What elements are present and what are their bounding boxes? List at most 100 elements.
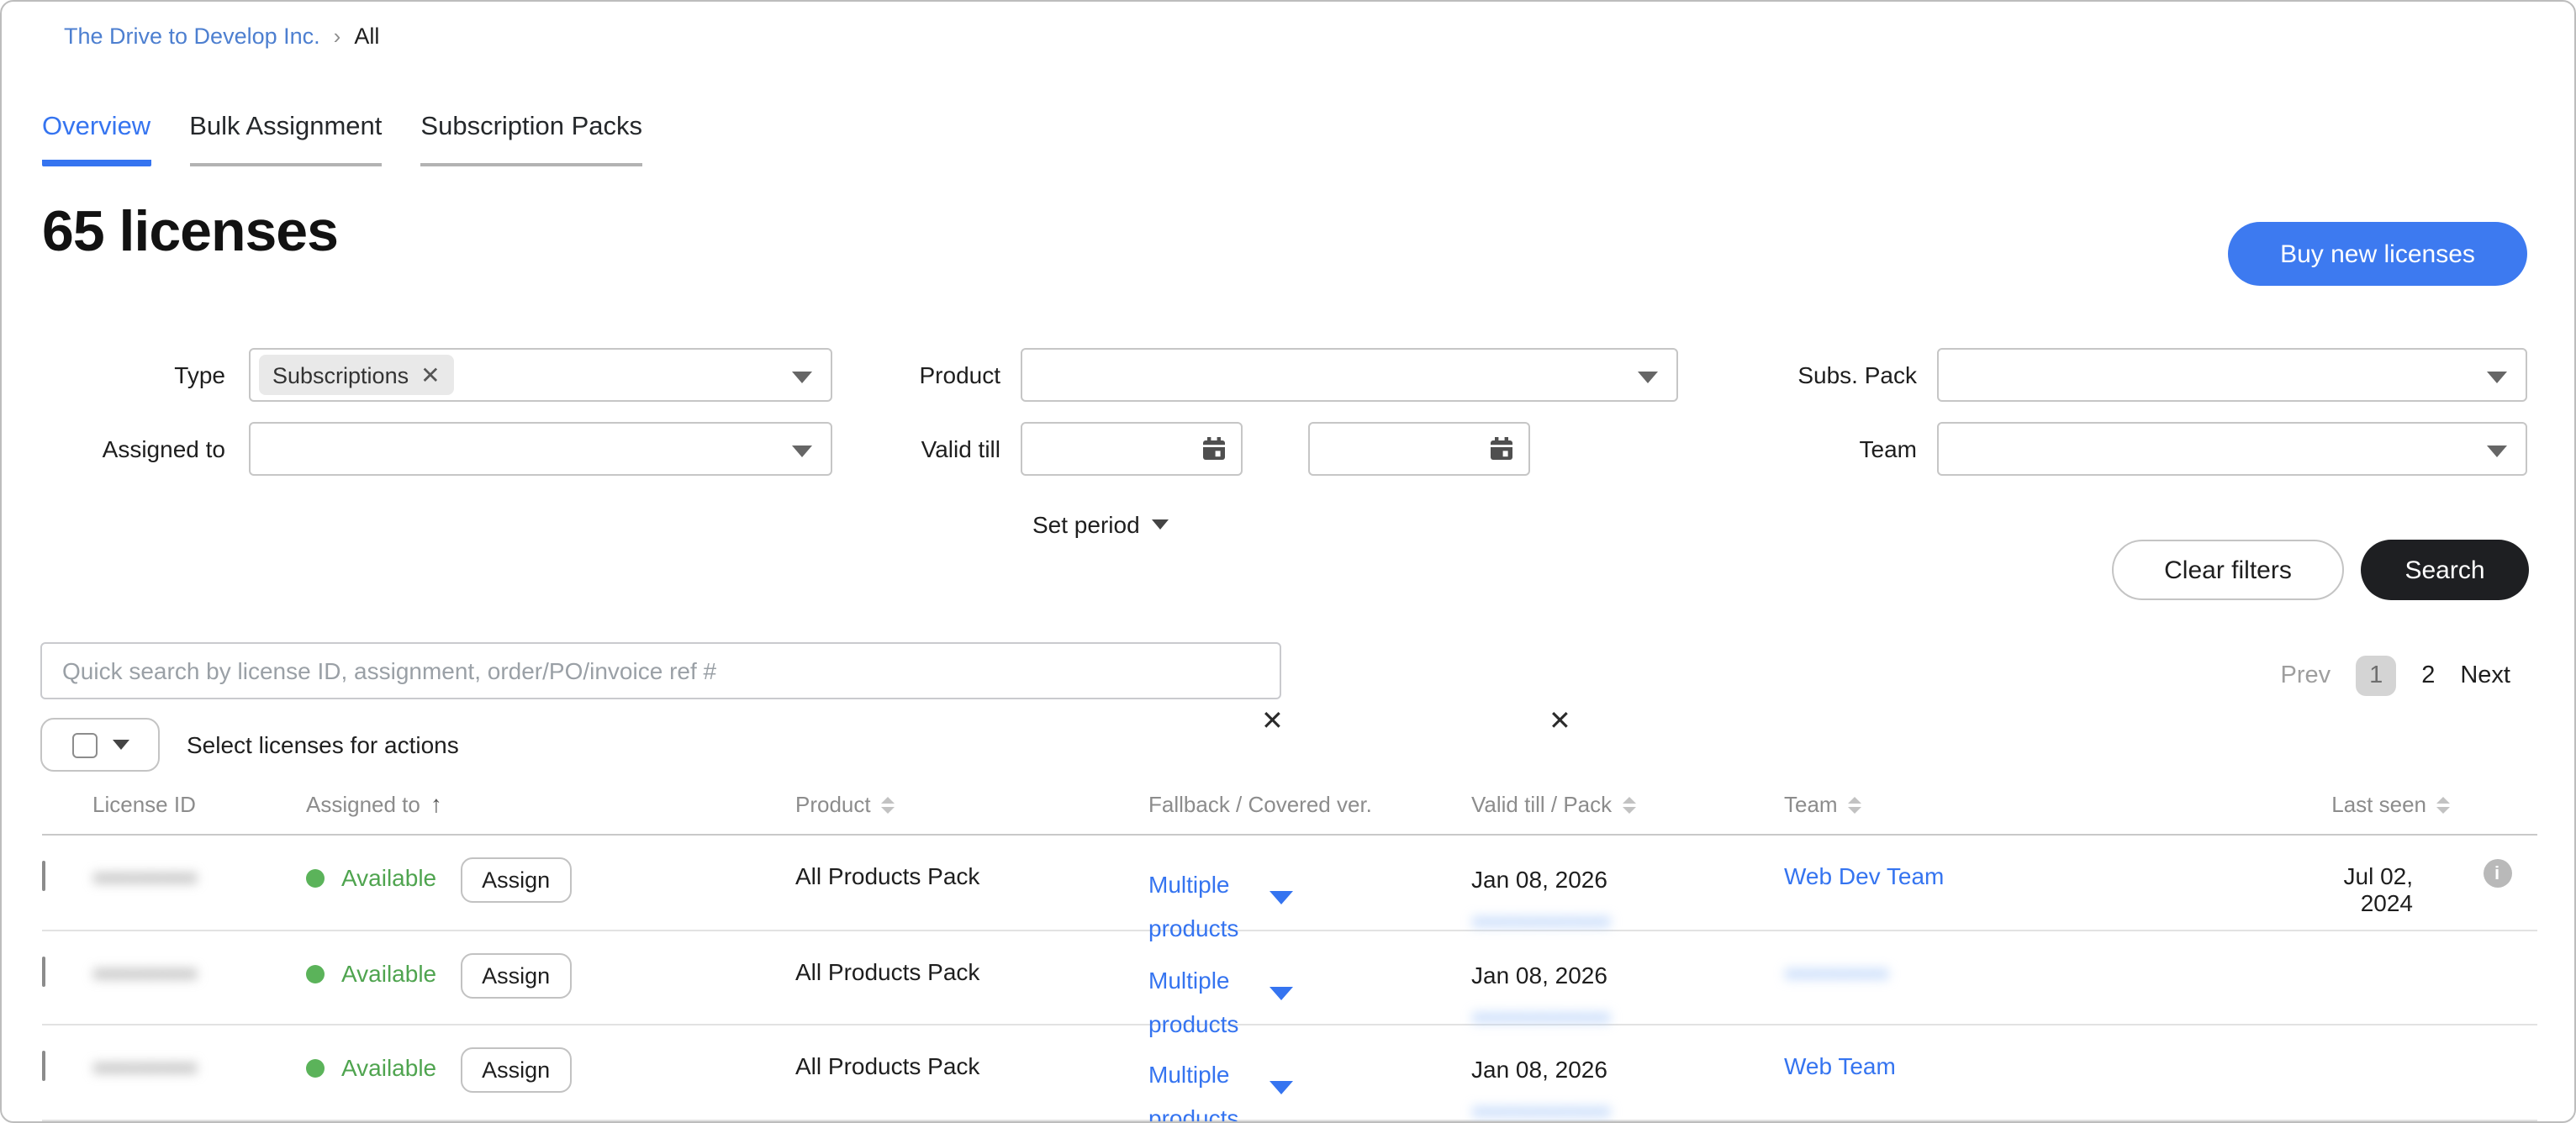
search-button[interactable]: Search (2361, 540, 2529, 600)
product-filter-select[interactable] (1021, 348, 1678, 402)
pagination-prev[interactable]: Prev (2280, 662, 2331, 689)
chevron-down-icon[interactable] (1270, 891, 1293, 904)
chevron-down-icon (2487, 446, 2507, 457)
chevron-down-icon (1638, 372, 1658, 383)
assign-button[interactable]: Assign (460, 952, 573, 998)
pack-link-redacted[interactable]: ●●●●●●●●●●●● (1471, 908, 1611, 933)
chevron-down-icon[interactable] (1270, 986, 1293, 999)
multiple-products-link[interactable]: Multiple products (1148, 966, 1239, 1036)
assign-button[interactable]: Assign (460, 857, 573, 903)
row-checkbox[interactable] (42, 861, 45, 891)
chip-remove-icon[interactable]: ✕ (420, 361, 441, 388)
sort-icon[interactable] (1622, 797, 1636, 814)
calendar-icon[interactable] (1201, 435, 1227, 462)
valid-till-to-input[interactable] (1308, 422, 1530, 476)
header-product[interactable]: Product (795, 792, 1148, 834)
valid-till-date: Jan 08, 2026 (1471, 961, 1607, 988)
breadcrumb-org-link[interactable]: The Drive to Develop Inc. (64, 24, 320, 49)
valid-till-date: Jan 08, 2026 (1471, 866, 1607, 893)
valid-till-filter-label: Valid till (921, 435, 1000, 462)
license-id-redacted: ●●●●●●●●● (92, 864, 198, 889)
type-filter-label: Type (174, 361, 225, 388)
team-filter-select[interactable] (1937, 422, 2527, 476)
chevron-down-icon (1151, 519, 1169, 530)
header-valid-till-pack[interactable]: Valid till / Pack (1471, 792, 1784, 834)
table-row: ●●●●●●●●● Available Assign All Products … (42, 931, 2537, 1036)
product-name: All Products Pack (795, 1052, 980, 1079)
last-seen-date (2295, 1025, 2457, 1121)
product-name: All Products Pack (795, 957, 980, 984)
breadcrumb: The Drive to Develop Inc. › All (64, 24, 379, 49)
breadcrumb-separator-icon: › (333, 24, 341, 49)
tab-bulk-assignment[interactable]: Bulk Assignment (189, 113, 383, 166)
pagination-page-2[interactable]: 2 (2421, 662, 2436, 689)
quick-search-input[interactable] (40, 642, 1281, 699)
license-id-redacted: ●●●●●●●●● (92, 1054, 198, 1079)
table-row: ●●●●●●●●● Available Assign All Products … (42, 836, 2537, 941)
header-assigned-to[interactable]: Assigned to ↑ (306, 790, 442, 817)
row-checkbox[interactable] (42, 956, 45, 986)
type-chip-label: Subscriptions (272, 362, 409, 388)
pack-link-redacted[interactable]: ●●●●●●●●●●●● (1471, 1098, 1611, 1123)
product-filter-label: Product (919, 361, 1001, 388)
bulk-select-hint: Select licenses for actions (187, 731, 459, 758)
pack-link-redacted[interactable]: ●●●●●●●●●●●● (1471, 1003, 1611, 1028)
team-filter-label: Team (1859, 435, 1917, 462)
header-last-seen[interactable]: Last seen (2295, 792, 2457, 834)
assigned-to-filter-label: Assigned to (102, 435, 225, 462)
sort-icon[interactable] (1847, 797, 1861, 814)
header-license-id: License ID (92, 792, 196, 817)
breadcrumb-current: All (354, 24, 380, 49)
sort-icon[interactable] (880, 797, 895, 814)
table-header: License ID Assigned to ↑ Product Fallbac… (42, 792, 2537, 836)
chevron-down-icon (2487, 372, 2507, 383)
filters-panel: Type Subscriptions ✕ Assigned to Product… (2, 348, 2574, 736)
row-checkbox[interactable] (42, 1051, 45, 1081)
tab-subscription-packs[interactable]: Subscription Packs (420, 113, 643, 166)
team-link[interactable]: Web Dev Team (1784, 862, 1945, 889)
calendar-icon[interactable] (1488, 435, 1515, 462)
bulk-select-dropdown[interactable] (40, 718, 160, 772)
status-label: Available (341, 1054, 437, 1081)
valid-till-from-input[interactable] (1021, 422, 1243, 476)
sort-ascending-icon[interactable]: ↑ (430, 790, 442, 817)
status-available-dot (306, 1059, 325, 1078)
type-chip: Subscriptions ✕ (259, 355, 454, 395)
chevron-down-icon (792, 446, 812, 457)
status-available-dot (306, 869, 325, 888)
header-fallback: Fallback / Covered ver. (1148, 792, 1372, 817)
tab-overview[interactable]: Overview (42, 113, 151, 166)
chevron-down-icon (112, 740, 129, 750)
last-seen-date: Jul 02, 2024 (2343, 862, 2414, 916)
header-checkbox-col (42, 792, 92, 834)
buy-new-licenses-button[interactable]: Buy new licenses (2228, 222, 2527, 286)
team-link[interactable]: Web Team (1784, 1052, 1896, 1079)
subs-pack-filter-label: Subs. Pack (1797, 361, 1917, 388)
table-row: ●●●●●●●●● Available Assign All Products … (42, 1025, 2537, 1123)
assigned-to-filter-select[interactable] (249, 422, 832, 476)
multiple-products-link[interactable]: Multiple products (1148, 1061, 1239, 1123)
status-label: Available (341, 864, 437, 891)
tab-bar: Overview Bulk Assignment Subscription Pa… (42, 113, 681, 166)
multiple-products-link[interactable]: Multiple products (1148, 871, 1239, 941)
pagination: Prev 1 2 Next (2281, 656, 2510, 696)
header-team[interactable]: Team (1784, 792, 2295, 834)
clear-filters-button[interactable]: Clear filters (2112, 540, 2344, 600)
select-all-checkbox[interactable] (71, 732, 97, 757)
valid-till-date: Jan 08, 2026 (1471, 1056, 1607, 1083)
set-period-toggle[interactable]: Set period (1032, 511, 1169, 538)
pagination-page-1[interactable]: 1 (2356, 656, 2397, 696)
clear-date-icon[interactable]: ✕ (1261, 708, 1284, 736)
status-available-dot (306, 964, 325, 983)
chevron-down-icon (792, 372, 812, 383)
subs-pack-filter-select[interactable] (1937, 348, 2527, 402)
assign-button[interactable]: Assign (460, 1047, 573, 1093)
chevron-down-icon[interactable] (1270, 1081, 1293, 1094)
header-info-col (2457, 792, 2537, 834)
pagination-next[interactable]: Next (2460, 662, 2510, 689)
sort-icon[interactable] (2436, 797, 2450, 814)
info-icon[interactable]: i (2483, 859, 2511, 888)
clear-date-icon[interactable]: ✕ (1549, 708, 1571, 736)
type-filter-select[interactable]: Subscriptions ✕ (249, 348, 832, 402)
